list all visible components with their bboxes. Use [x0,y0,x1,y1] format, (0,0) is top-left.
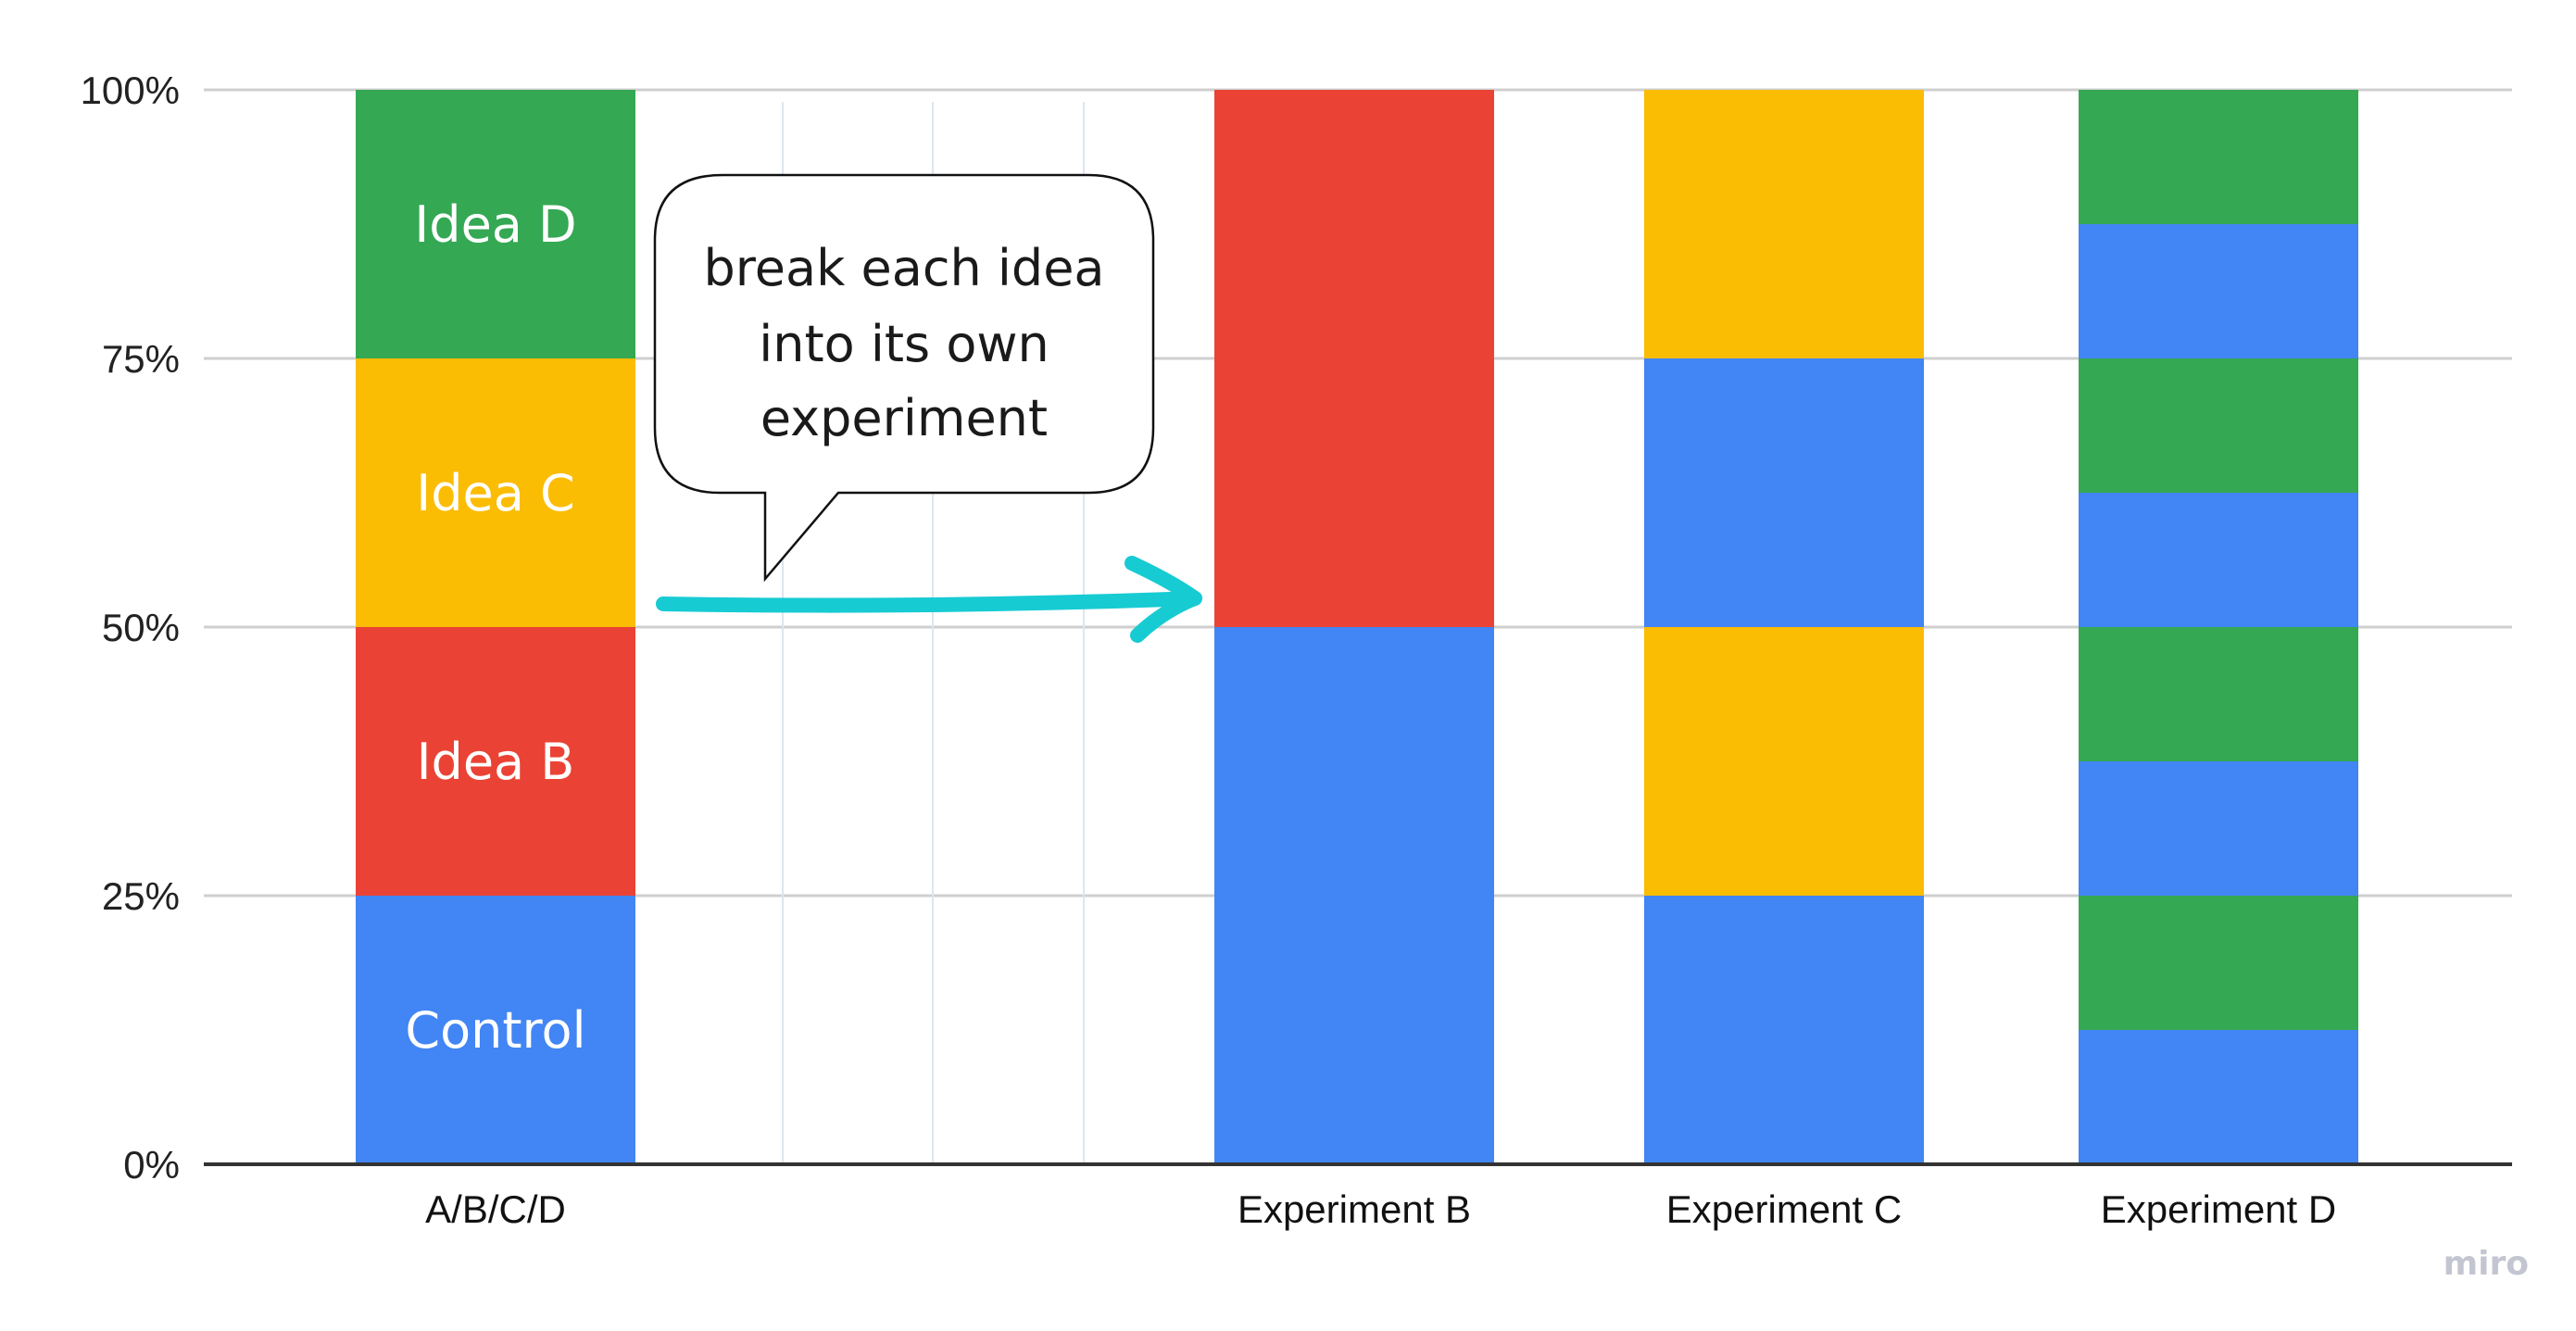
bar-segment [1644,627,1924,896]
segment-label: Idea C [416,464,574,522]
bar-stack [1214,90,1494,1164]
y-tick-label: 75% [102,337,180,381]
bar-segment [1644,896,1924,1164]
y-tick-label: 25% [102,874,180,918]
segment-label: Idea B [417,733,575,791]
y-axis-ticks: 0% 25% 50% 75% 100% [81,69,180,1187]
bar-segment [356,627,635,896]
miro-watermark: miro [2444,1245,2529,1283]
bar-segment [1214,627,1494,1164]
bar-segment [2079,1030,2358,1164]
bar-segment [2079,761,2358,896]
bar-segment [356,358,635,627]
speech-bubble: break each idea into its own experiment [653,173,1155,583]
y-tick-label: 100% [81,69,180,112]
bar-segment [1644,358,1924,627]
bar-stack [1644,90,1924,1164]
x-category-label: Experiment C [1666,1187,1902,1231]
bar-segment [2079,493,2358,627]
bar-segment [2079,896,2358,1030]
bar-stack [2079,90,2358,1164]
bar-segment [356,90,635,358]
bars: Control Idea B Idea C Idea D [356,90,2358,1164]
bar-stack: Control Idea B Idea C Idea D [356,90,635,1164]
arrow-shaft [656,591,1202,613]
speech-bubble-shape [653,173,1155,583]
bar-segment [2079,224,2358,358]
bar-segment [2079,358,2358,493]
x-category-label: Experiment B [1238,1187,1471,1231]
y-tick-label: 50% [102,606,180,649]
segment-label: Control [405,1001,585,1060]
arrow [656,556,1202,643]
y-tick-label: 0% [123,1143,180,1187]
bubble-line-2: into its own [759,315,1049,373]
bar-segment [356,896,635,1164]
bar-segment [1214,90,1494,627]
x-category-label: Experiment D [2101,1187,2336,1231]
x-axis-labels: A/B/C/D Experiment B Experiment C Experimen… [425,1187,2336,1231]
bar-segment [1644,90,1924,358]
bubble-line-3: experiment [760,389,1048,447]
bar-segment [2079,627,2358,761]
segment-label: Idea D [414,195,576,254]
arrow-head-icon [1125,556,1202,643]
bubble-line-1: break each idea [703,239,1104,297]
x-category-label: A/B/C/D [425,1187,566,1231]
bar-segment [2079,90,2358,224]
